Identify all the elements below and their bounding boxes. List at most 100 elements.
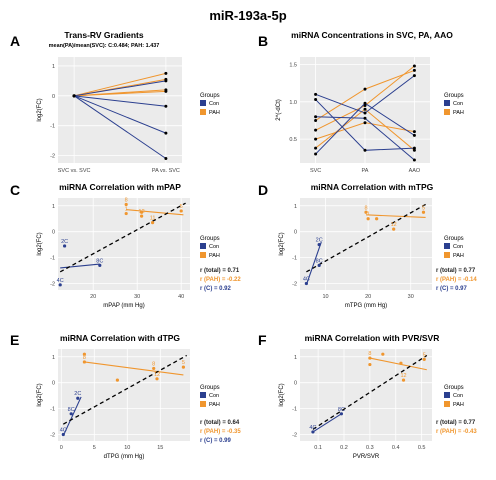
legend-label: PAH — [209, 110, 220, 116]
legend-label: Con — [453, 244, 463, 250]
xtick-label: 15 — [157, 445, 163, 451]
stat-text: r (PAH) = -0.35 — [200, 429, 241, 435]
stat-text: r (total) = 0.64 — [200, 420, 240, 426]
point-label: 12 — [154, 372, 160, 378]
stat-text: r (total) = 0.77 — [436, 268, 476, 274]
data-point — [140, 214, 144, 218]
trend-line-total — [62, 354, 188, 425]
ytick-label: -2 — [292, 433, 297, 439]
data-point — [363, 87, 367, 91]
y-axis-label: log2(FC) — [279, 232, 285, 255]
y-axis-label: 2^(-dCt) — [276, 99, 282, 120]
data-point — [381, 352, 385, 356]
xtick-label: 30 — [408, 294, 414, 300]
data-point — [317, 243, 321, 247]
ytick-label: 0 — [294, 381, 297, 387]
point-label: 8C — [316, 258, 323, 264]
panel-subtitle: mean(PA)/mean(SVC): C:0.484; PAH: 1.437 — [49, 43, 160, 49]
point-label: 12 — [139, 209, 145, 215]
panel-title: miRNA Correlation with PVR/SVR — [305, 333, 440, 343]
y-axis-label: log2(FC) — [37, 98, 43, 121]
series-line — [73, 95, 167, 159]
legend-swatch — [444, 252, 450, 258]
ytick-label: 0 — [52, 94, 55, 100]
point-label: 5 — [422, 205, 425, 211]
data-point — [399, 361, 403, 365]
stat-text: r (C) = 0.92 — [200, 286, 232, 292]
data-point — [363, 121, 367, 125]
point-label: 12 — [400, 373, 406, 379]
panel-letter: A — [10, 33, 20, 49]
legend-label: Con — [209, 101, 219, 107]
legend-label: PAH — [453, 110, 464, 116]
point-label: 2C — [316, 238, 323, 244]
legend-title: Groups — [200, 385, 220, 391]
stat-text: r (total) = 0.71 — [200, 268, 240, 274]
ytick-label: -1 — [292, 407, 297, 413]
data-point — [69, 412, 73, 416]
legend-swatch — [200, 392, 206, 398]
point-label: 2C — [61, 239, 68, 245]
point-label: 8 — [368, 351, 371, 357]
trend-line-pah — [365, 214, 426, 218]
point-label: 11 — [150, 216, 156, 222]
stat-text: r (PAH) = -0.22 — [200, 277, 241, 283]
y-axis-label: log2(FC) — [37, 232, 43, 255]
legend-label: PAH — [209, 253, 220, 259]
trend-line-con — [62, 396, 82, 437]
trend-line-con — [305, 241, 322, 285]
data-point — [401, 378, 406, 382]
panel-title: miRNA Correlation with mTPG — [311, 182, 434, 192]
data-point — [314, 128, 318, 132]
data-point — [412, 146, 416, 150]
data-point — [124, 211, 128, 216]
stat-text: r (PAH) = -0.14 — [436, 277, 477, 283]
data-point — [82, 360, 86, 364]
trend-line-total — [59, 202, 186, 273]
y-axis-label: log2(FC) — [279, 383, 285, 406]
data-point — [314, 98, 318, 102]
data-point — [366, 217, 370, 221]
panel-title: miRNA Correlation with mPAP — [59, 182, 181, 192]
ytick-label: 0 — [52, 381, 55, 387]
series-line — [74, 72, 166, 97]
data-point — [375, 217, 379, 221]
point-label: 8C — [68, 407, 75, 413]
legend-swatch — [200, 401, 206, 407]
data-point — [412, 74, 416, 78]
data-point — [164, 157, 168, 161]
data-point — [115, 378, 119, 382]
xtick-label: 10 — [322, 294, 328, 300]
legend-swatch — [200, 243, 206, 249]
ytick-label: 1.0 — [289, 100, 297, 106]
point-label: 8 — [125, 197, 128, 203]
data-point — [164, 104, 168, 108]
panel-title: Trans-RV Gradients — [64, 30, 143, 40]
figure-title: miR-193a-5p — [209, 8, 286, 23]
data-point — [363, 111, 367, 115]
legend-swatch — [444, 109, 450, 115]
legend-label: Con — [209, 244, 219, 250]
panel-letter: D — [258, 182, 268, 198]
data-point — [363, 107, 367, 111]
data-point — [412, 133, 416, 137]
ytick-label: -2 — [50, 433, 55, 439]
data-point — [314, 137, 318, 141]
ytick-label: 1 — [52, 204, 55, 210]
xtick-label: 30 — [134, 294, 140, 300]
x-axis-label: mTPG (mm Hg) — [345, 303, 387, 309]
ytick-label: 0 — [52, 230, 55, 236]
point-label: 8C — [96, 258, 103, 264]
panel-letter: B — [258, 33, 268, 49]
xtick-label: AAO — [409, 168, 421, 174]
series-line — [74, 90, 166, 97]
data-point — [151, 221, 155, 225]
ytick-label: -1 — [50, 256, 55, 262]
ytick-label: -2 — [50, 154, 55, 160]
data-point — [98, 263, 102, 267]
xtick-label: PA — [362, 168, 369, 174]
